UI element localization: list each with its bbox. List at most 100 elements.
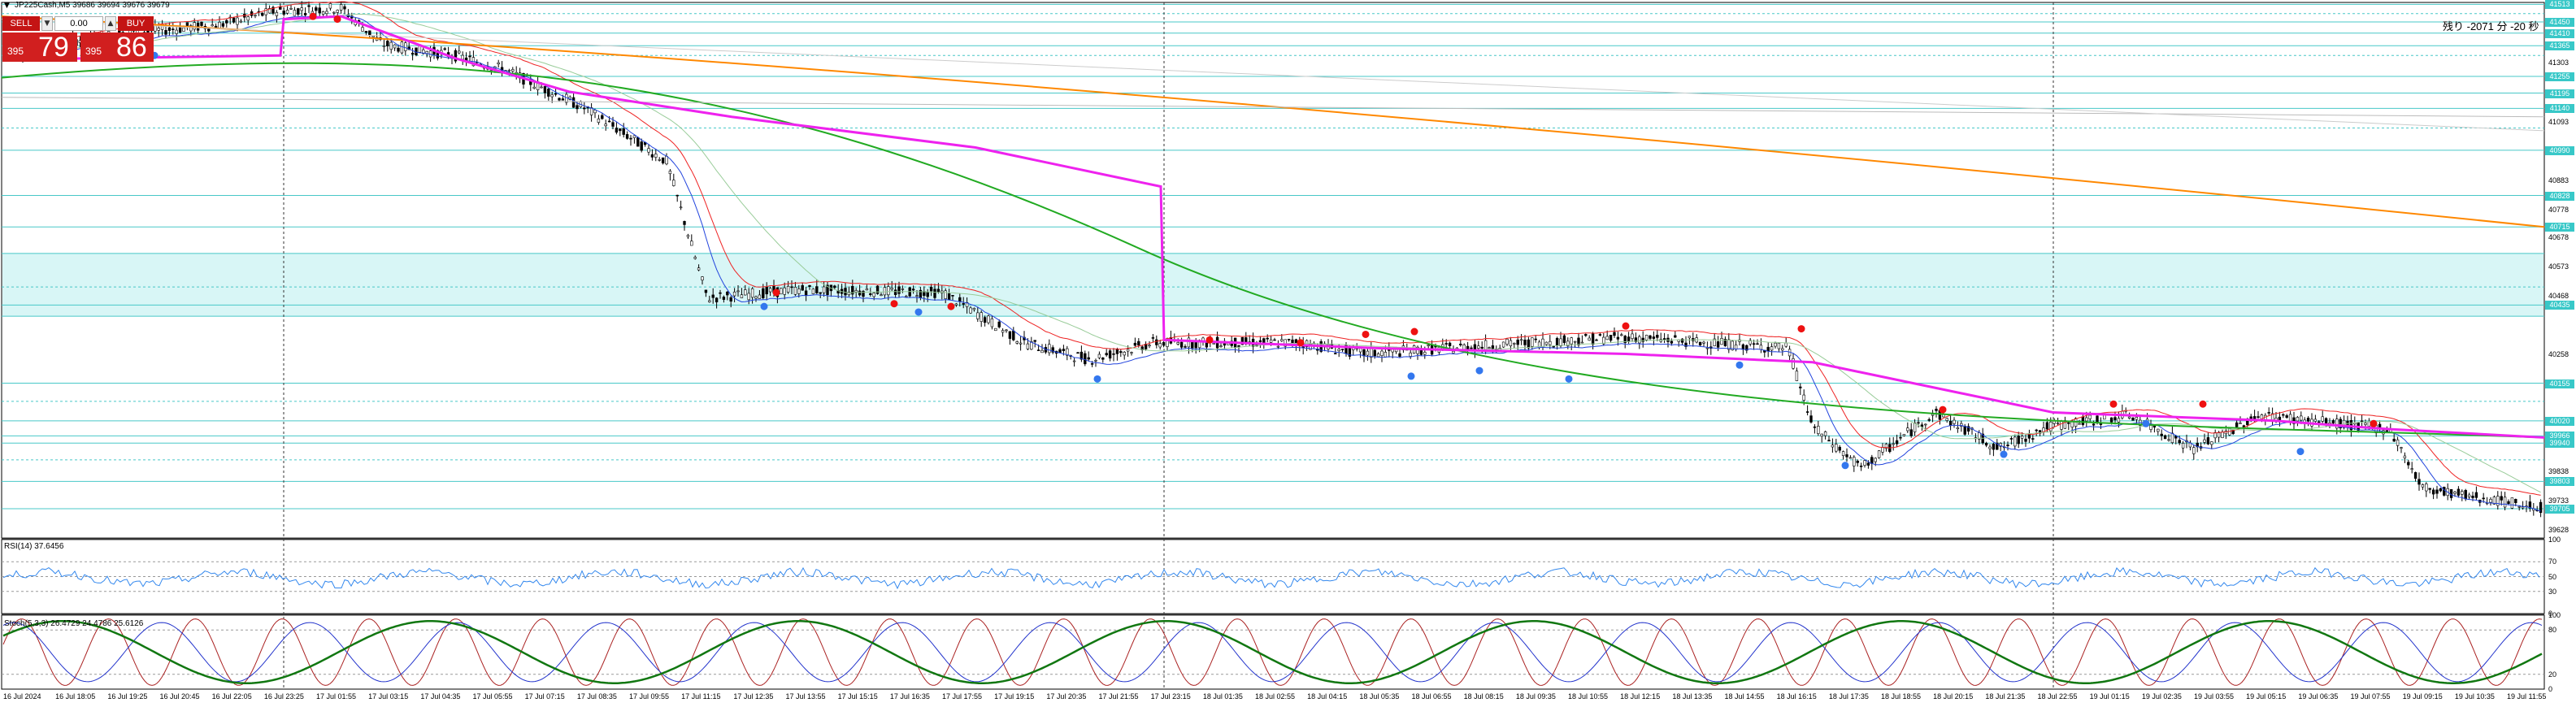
candle-body [2467,494,2471,497]
signal-dot-red [1297,339,1305,347]
volume-input[interactable]: 0.00 [54,16,103,31]
candle-body [361,27,364,32]
candle-body [293,10,297,16]
candle-body [1040,349,1044,354]
candle-body [1130,352,1133,354]
sell-button[interactable]: SELL [2,16,40,31]
candle-body [2163,435,2167,440]
candle-body [1240,336,1245,345]
candle-body [750,288,754,298]
candle-body [1158,343,1162,348]
candle-body [658,159,661,161]
candle-body [647,148,650,153]
candle-body [211,24,214,27]
candle-body [1133,342,1137,346]
candle-body [747,293,750,301]
candle-body [1713,338,1716,346]
time-axis-label: 17 Jul 04:35 [420,692,461,700]
candle-body [1716,341,1720,348]
candle-body [1566,340,1570,347]
candle-body [2181,443,2185,449]
candle-body [793,287,797,295]
candle-body [1030,341,1033,350]
candle-body [1058,349,1062,354]
symbol-dropdown-icon[interactable]: ▼ [4,2,10,10]
candle-body [264,8,267,15]
candle-body [339,4,343,11]
candle-body [1162,342,1166,346]
candle-body [1845,454,1848,458]
signal-dot-blue [2142,419,2150,427]
candle-body [1931,414,1935,416]
candle-body [625,134,629,139]
candle-body [1598,334,1602,336]
candle-body [2131,418,2135,421]
signal-dot-blue [2000,450,2008,458]
candle-body [2078,423,2081,425]
candle-body [847,292,851,296]
price-level-tag: 41255 [2545,72,2574,81]
candle-body [2221,432,2224,438]
candle-body [1509,340,1513,346]
candle-body [1966,426,1970,432]
candle-body [1913,422,1917,432]
candle-body [1638,336,1641,344]
candle-body [887,286,890,296]
candle-body [951,295,954,297]
candle-body [1012,330,1015,340]
candle-body [1005,329,1008,332]
volume-spin-icon[interactable]: ▲ [105,16,116,31]
volume-dropdown-icon[interactable]: ▼ [41,16,53,31]
candle-body [2024,438,2027,442]
candle-body [2285,415,2288,418]
candle-body [665,156,668,165]
candle-body [2296,417,2300,422]
buy-price-button[interactable]: 395 86 [80,32,154,63]
candle-body [1756,343,1759,345]
price-level-tag: 41195 [2545,89,2574,98]
candle-body [962,303,965,305]
symbol-title: JP225Cash,M5 39686 39694 39676 39679 [15,1,170,10]
candle-body [880,294,883,297]
candle-body [2360,420,2364,423]
candle-body [321,11,325,15]
candle-body [1534,338,1537,340]
candle-body [368,30,371,36]
candle-body [1856,460,1859,463]
price-level-tag: 40435 [2545,301,2574,310]
candle-body [2453,492,2457,494]
time-axis-label: 16 Jul 18:05 [55,692,96,700]
candle-body [801,285,804,291]
sell-price-button[interactable]: 395 79 [2,32,77,63]
time-axis-label: 16 Jul 22:05 [211,692,252,700]
rsi-axis-label: 70 [2548,557,2557,566]
candle-body [1644,335,1649,340]
time-axis-label: 17 Jul 08:35 [576,692,617,700]
candle-body [2413,472,2417,479]
candle-body [1373,349,1376,357]
candle-body [1123,352,1126,356]
buy-button[interactable]: BUY [118,16,154,31]
candle-body [2528,501,2532,509]
candle-body [1523,340,1527,345]
price-level-tag: 39966 [2545,432,2574,441]
candle-body [1620,334,1623,336]
price-level-tag: 41410 [2545,28,2574,38]
candle-body [1892,443,1895,445]
candle-body [2539,501,2543,514]
candle-body [303,13,307,15]
candle-body [1105,353,1108,356]
candle-body [1680,338,1684,343]
time-axis-label: 19 Jul 10:35 [2454,692,2495,700]
candle-body [393,44,397,49]
candle-body [2421,484,2425,488]
candle-body [2428,488,2431,490]
candle-body [1559,338,1562,347]
candle-body [1513,343,1516,345]
candle-body [640,141,643,151]
candle-body [272,7,275,14]
candle-body [854,290,858,293]
candle-body [1370,348,1373,358]
candle-body [954,303,958,306]
